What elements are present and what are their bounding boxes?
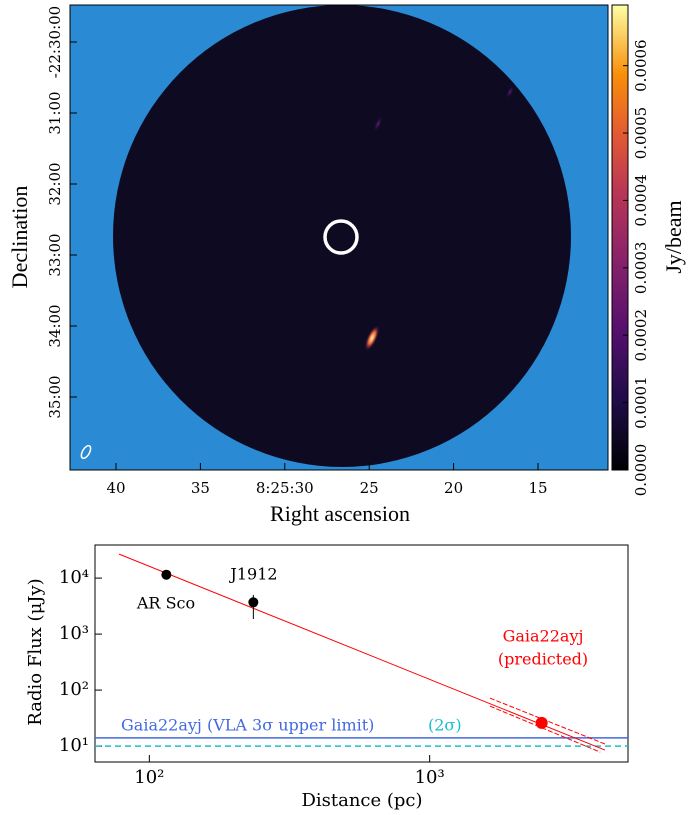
colorbar-tick-label: 0.0000 [632,444,650,497]
colorbar-tick-label: 0.0003 [632,242,650,295]
x-tick-label: 40 [106,479,125,497]
annotation: (predicted) [498,650,588,669]
model-line [489,705,601,753]
x-tick-label: 8:25:30 [256,479,314,497]
plot-axes: 10² 10³ 10¹ 10² 10³ 10⁴ Distance (pc) Radio Flu… [25,553,628,811]
model-line [489,697,606,745]
sky-image [70,5,608,470]
annotation: Gaia22ayj (VLA 3σ upper limit) [121,716,374,735]
colorbar-tick-label: 0.0002 [632,309,650,362]
point [161,569,172,580]
colorbar-tick-label: 0.0006 [632,39,650,92]
y-tick-label: -22:30:00 [46,6,64,78]
plot-frame [94,544,629,763]
x-axis-label: Right ascension [270,501,410,526]
point [535,716,548,729]
y-tick-label: 10³ [59,623,89,644]
x-axis-label: Distance (pc) [301,790,422,811]
image-axes: 40 35 8:25:30 25 20 15 -22:30:00 31:00 32:00 33:0… [7,6,686,526]
x-tick-label: 35 [191,479,210,497]
colorbar-tick-label: 0.0001 [632,376,650,429]
x-tick-label: 10² [134,767,164,788]
x-tick-label: 25 [360,479,379,497]
annotation: Gaia22ayj [503,627,584,646]
y-tick-label: 31:00 [46,91,64,134]
x-tick-label: 10³ [415,767,445,788]
colorbar [611,4,629,471]
point [248,597,259,608]
colorbar-tick-label: 0.0005 [632,107,650,160]
y-axis-label: Radio Flux (μJy) [25,578,46,725]
y-tick-label: 10² [59,679,89,700]
colorbar-label: Jy/beam [661,200,686,273]
annotation: AR Sco [136,594,195,613]
x-tick-label: 20 [444,479,463,497]
colorbar-tick-label: 0.0004 [632,174,650,227]
annotation: (2σ) [428,716,462,735]
y-tick-label: 33:00 [46,233,64,276]
x-tick-label: 15 [528,479,547,497]
y-axis-label: Declination [7,186,32,289]
y-tick-label: 35:00 [46,375,64,418]
y-tick-label: 34:00 [46,304,64,347]
y-tick-label: 10⁴ [59,567,89,588]
image-frame [69,4,609,471]
annotation: J1912 [228,565,277,584]
model-line [118,553,606,751]
y-tick-label: 32:00 [46,162,64,205]
y-tick-label: 10¹ [59,735,89,756]
